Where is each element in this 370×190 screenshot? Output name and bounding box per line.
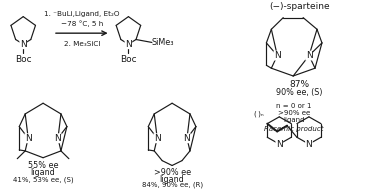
Text: N: N bbox=[55, 134, 61, 143]
Text: N: N bbox=[274, 51, 281, 60]
Text: 2. Me₃SiCl: 2. Me₃SiCl bbox=[64, 41, 100, 47]
Text: (−)-sparteine: (−)-sparteine bbox=[269, 2, 329, 11]
Text: ligand: ligand bbox=[160, 175, 185, 184]
Text: ( )ₙ: ( )ₙ bbox=[254, 111, 263, 117]
Text: >90% ee: >90% ee bbox=[154, 168, 191, 177]
Text: N: N bbox=[20, 40, 27, 49]
Text: n = 0 or 1: n = 0 or 1 bbox=[276, 103, 312, 109]
Text: Boc: Boc bbox=[120, 55, 137, 64]
Text: >90% ee: >90% ee bbox=[278, 110, 310, 116]
Text: N: N bbox=[184, 134, 190, 143]
Text: ligand: ligand bbox=[283, 117, 305, 123]
Text: N: N bbox=[306, 51, 312, 60]
Text: 41%, 53% ee, (S): 41%, 53% ee, (S) bbox=[13, 177, 73, 183]
Text: 84%, 90% ee, (R): 84%, 90% ee, (R) bbox=[142, 182, 203, 188]
Text: 1. ⁻BuLi,Ligand, Et₂O: 1. ⁻BuLi,Ligand, Et₂O bbox=[44, 11, 120, 17]
Text: ligand: ligand bbox=[31, 168, 56, 177]
Text: −78 °C, 5 h: −78 °C, 5 h bbox=[61, 20, 103, 27]
Text: Boc: Boc bbox=[15, 55, 31, 64]
Text: N: N bbox=[125, 40, 132, 49]
Text: N: N bbox=[276, 140, 283, 149]
Text: N: N bbox=[154, 134, 161, 143]
Text: 90% ee, (S): 90% ee, (S) bbox=[276, 88, 322, 97]
Text: 55% ee: 55% ee bbox=[28, 161, 58, 170]
Text: Racemic product: Racemic product bbox=[264, 125, 324, 132]
Text: N: N bbox=[306, 140, 312, 149]
Text: N: N bbox=[25, 134, 31, 143]
Text: 87%: 87% bbox=[289, 80, 309, 89]
Text: SiMe₃: SiMe₃ bbox=[152, 38, 174, 47]
